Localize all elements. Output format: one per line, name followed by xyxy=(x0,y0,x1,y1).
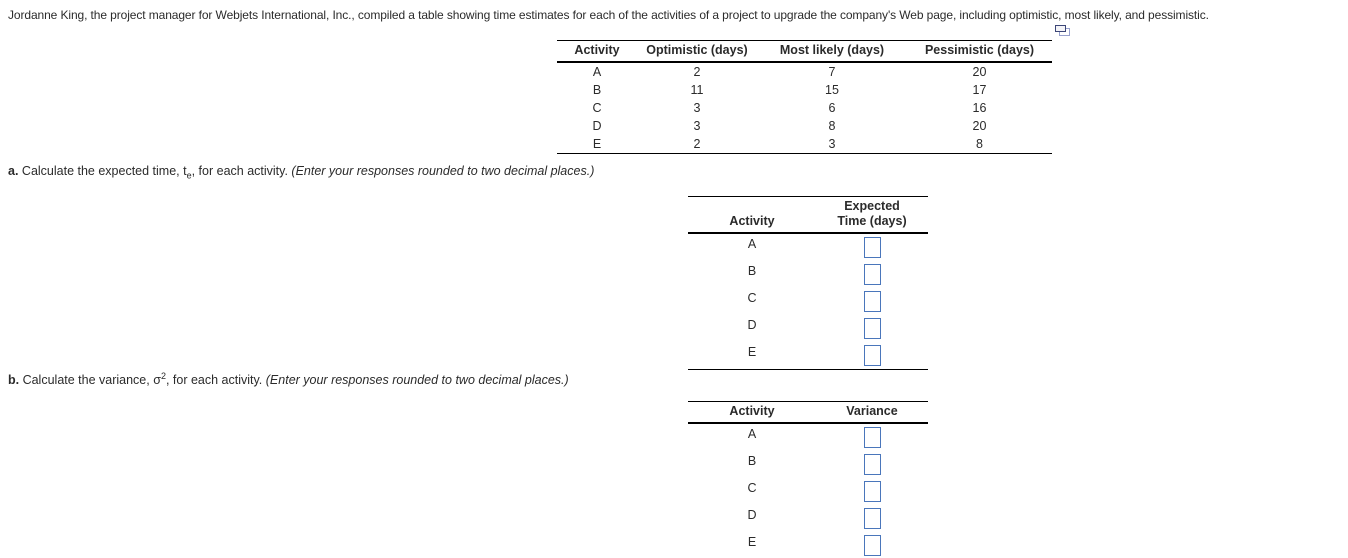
time-estimates-table: Activity Optimistic (days) Most likely (… xyxy=(557,40,1052,154)
cell-most-likely: 7 xyxy=(828,65,836,79)
header-activity: Activity xyxy=(688,196,816,234)
question-b-text: b. Calculate the variance, σ2, for each … xyxy=(8,371,569,388)
expected-time-input-c[interactable] xyxy=(863,291,881,312)
cell-most-likely: 3 xyxy=(757,135,907,154)
variance-row-d: D xyxy=(688,505,928,532)
variance-row-a: A xyxy=(688,423,928,451)
question-a-text: a. Calculate the expected time, te, for … xyxy=(8,164,595,181)
expected-time-row-a: A xyxy=(688,233,928,261)
cell-activity: E xyxy=(688,532,816,558)
expected-time-row-d: D xyxy=(688,315,928,342)
cell-activity: E xyxy=(557,135,637,154)
expected-time-input-a[interactable] xyxy=(863,237,881,258)
cell-optimistic: 3 xyxy=(693,119,701,133)
question-b-note: (Enter your responses rounded to two dec… xyxy=(265,373,569,388)
cell-most-likely: 6 xyxy=(828,101,836,115)
estimates-row-b: B 11 15 17 xyxy=(557,81,1052,99)
variance-input-b[interactable] xyxy=(863,454,881,475)
variance-input-d[interactable] xyxy=(863,508,881,529)
expected-time-input-e[interactable] xyxy=(863,345,881,366)
header-pessimistic: Pessimistic (days) xyxy=(907,40,1052,63)
expected-time-row-e: E xyxy=(688,342,928,370)
question-a-label: a. xyxy=(8,164,19,178)
expected-time-input-d[interactable] xyxy=(863,318,881,339)
cell-most-likely: 15 xyxy=(825,83,839,97)
cell-activity: A xyxy=(592,65,602,79)
cell-activity: D xyxy=(747,508,757,522)
cell-pessimistic: 20 xyxy=(972,119,987,133)
estimates-row-a: A 2 7 20 xyxy=(557,62,1052,81)
cell-optimistic: 11 xyxy=(690,83,704,97)
variance-row-e: E xyxy=(688,532,928,558)
variance-input-c[interactable] xyxy=(863,481,881,502)
cell-activity: A xyxy=(747,237,757,251)
cell-optimistic: 3 xyxy=(693,101,701,115)
expected-time-row-b: B xyxy=(688,261,928,288)
cell-activity: C xyxy=(592,101,602,115)
expected-time-header-row: Activity Expected Time (days) xyxy=(688,196,928,234)
cell-pessimistic: 20 xyxy=(972,65,987,79)
expected-time-input-b[interactable] xyxy=(863,264,881,285)
variance-input-e[interactable] xyxy=(863,535,881,556)
cell-pessimistic: 8 xyxy=(907,135,1052,154)
variance-row-c: C xyxy=(688,478,928,505)
expected-time-table: Activity Expected Time (days) A B C D xyxy=(688,196,928,370)
cell-optimistic: 2 xyxy=(637,135,757,154)
header-most-likely: Most likely (days) xyxy=(757,40,907,63)
cell-activity: B xyxy=(747,264,757,278)
cell-pessimistic: 16 xyxy=(972,101,987,115)
variance-table: Activity Variance A B C D E xyxy=(688,401,928,558)
cell-activity: D xyxy=(747,318,757,332)
estimates-row-e: E 2 3 8 xyxy=(557,135,1052,154)
cell-activity: C xyxy=(747,291,757,305)
open-table-popup-icon[interactable] xyxy=(1055,25,1071,38)
header-activity: Activity xyxy=(688,401,816,424)
variance-input-a[interactable] xyxy=(863,427,881,448)
header-optimistic: Optimistic (days) xyxy=(637,40,757,63)
estimates-row-c: C 3 6 16 xyxy=(557,99,1052,117)
variance-row-b: B xyxy=(688,451,928,478)
cell-activity: D xyxy=(592,119,602,133)
question-a-note: (Enter your responses rounded to two dec… xyxy=(291,164,595,178)
cell-pessimistic: 17 xyxy=(972,83,987,97)
cell-optimistic: 2 xyxy=(693,65,701,79)
question-b-label: b. xyxy=(8,373,20,388)
header-variance: Variance xyxy=(816,401,928,424)
cell-activity: B xyxy=(747,454,757,468)
cell-most-likely: 8 xyxy=(828,119,836,133)
cell-activity: B xyxy=(592,83,602,97)
estimates-header-row: Activity Optimistic (days) Most likely (… xyxy=(557,40,1052,63)
estimates-row-d: D 3 8 20 xyxy=(557,117,1052,135)
cell-activity: A xyxy=(747,427,757,441)
variance-header-row: Activity Variance xyxy=(688,401,928,424)
expected-time-row-c: C xyxy=(688,288,928,315)
header-expected-time: Expected Time (days) xyxy=(816,196,928,234)
header-activity: Activity xyxy=(557,40,637,63)
cell-activity: C xyxy=(747,481,757,495)
problem-intro-text: Jordanne King, the project manager for W… xyxy=(8,8,1209,22)
cell-activity: E xyxy=(688,342,816,370)
popup-icon-front-window xyxy=(1055,25,1066,32)
